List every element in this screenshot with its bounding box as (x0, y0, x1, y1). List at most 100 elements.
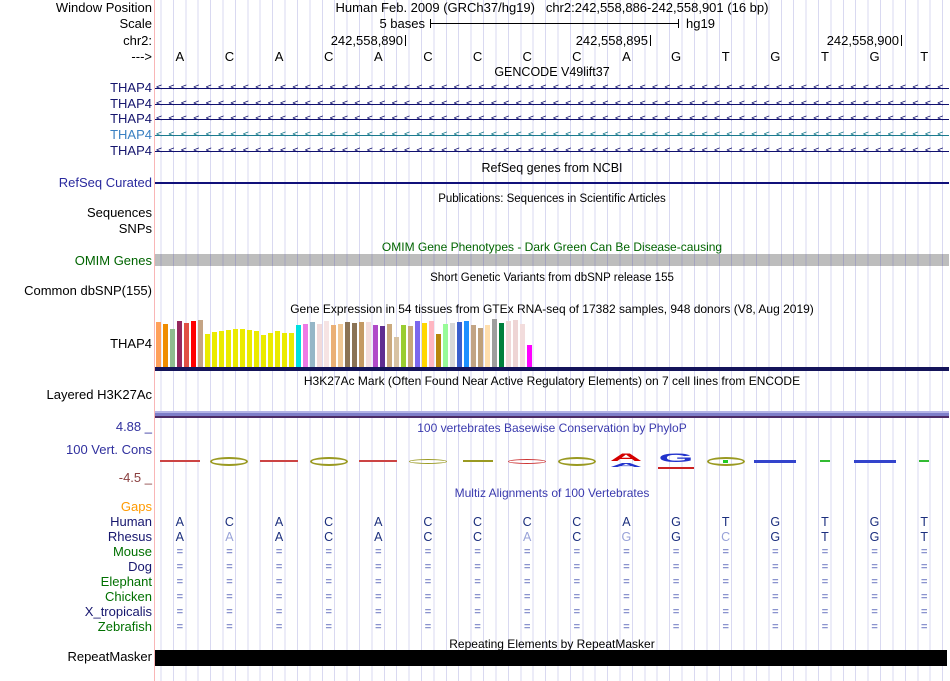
gtex-tissue-bar[interactable] (471, 325, 476, 367)
gtex-tissue-bar[interactable] (401, 325, 406, 367)
phylop-glyph-dash[interactable] (462, 460, 493, 462)
gtex-tissue-bar[interactable] (499, 323, 504, 367)
phylop-glyph-ellipse[interactable] (408, 458, 447, 464)
phylop-glyph-dash[interactable] (159, 460, 200, 462)
track-label-thap4[interactable]: THAP4 (110, 143, 152, 158)
gtex-tissue-bar[interactable] (506, 321, 511, 367)
track-label-100-vert-cons[interactable]: 100 Vert. Cons (66, 442, 152, 457)
gtex-tissue-bar[interactable] (177, 321, 182, 367)
repeatmasker-element-bar[interactable] (155, 650, 947, 666)
track-label-human[interactable]: Human (110, 514, 152, 529)
gtex-tissue-bar[interactable] (527, 345, 532, 367)
track-label-gaps[interactable]: Gaps (120, 499, 152, 514)
phylop-glyph-dash[interactable] (260, 460, 299, 462)
phylop-glyph-ellipse[interactable] (706, 456, 745, 466)
gtex-tissue-bar[interactable] (415, 321, 420, 367)
gtex-tissue-bar[interactable] (352, 323, 357, 367)
gtex-tissue-bar[interactable] (191, 321, 196, 367)
gtex-tissue-bar[interactable] (233, 329, 238, 367)
gtex-tissue-bar[interactable] (513, 320, 518, 367)
track-label-mouse[interactable]: Mouse (112, 544, 152, 559)
gtex-tissue-bar[interactable] (520, 324, 525, 367)
phylop-glyph-dash[interactable] (754, 459, 797, 463)
phylop-glyph-ellipse[interactable] (210, 456, 249, 466)
track-label-thap4[interactable]: THAP4 (110, 127, 152, 142)
phylop-glyph-dash[interactable] (819, 460, 830, 462)
omim-genes-bar[interactable] (155, 254, 949, 266)
phylop-glyph-dash[interactable] (853, 459, 896, 463)
gtex-tissue-bar[interactable] (408, 326, 413, 367)
gtex-tissue-bar[interactable] (205, 334, 210, 367)
phylop-glyph-ellipse[interactable] (557, 456, 596, 466)
track-label-rhesus[interactable]: Rhesus (107, 529, 152, 544)
phylop-glyph-dash[interactable] (919, 460, 930, 462)
gtex-tissue-bar[interactable] (275, 331, 280, 367)
gencode-transcript-thap4-3[interactable]: <<<<<<<<<<<<<<<<<<<<<<<<<<<<<<<<<<<<<<<<… (155, 127, 949, 143)
gtex-tissue-bar[interactable] (443, 324, 448, 367)
gtex-tissue-bar[interactable] (387, 324, 392, 367)
gtex-tissue-bar[interactable] (366, 322, 371, 367)
gtex-tissue-bar[interactable] (324, 321, 329, 367)
gtex-tissue-bar[interactable] (429, 321, 434, 367)
track-label-omim-genes[interactable]: OMIM Genes (74, 253, 152, 268)
gtex-tissue-bar[interactable] (317, 324, 322, 367)
gtex-tissue-bar[interactable] (268, 333, 273, 367)
gtex-tissue-bar[interactable] (464, 321, 469, 367)
gtex-tissue-bar[interactable] (289, 333, 294, 367)
track-label--4-5-[interactable]: -4.5 _ (118, 470, 152, 485)
gtex-tissue-bar[interactable] (282, 333, 287, 367)
gtex-tissue-bar[interactable] (373, 325, 378, 367)
gtex-tissue-bar[interactable] (450, 323, 455, 367)
track-label-repeatmasker[interactable]: RepeatMasker (67, 649, 152, 664)
gtex-tissue-bar[interactable] (163, 324, 168, 367)
gtex-tissue-bar[interactable] (457, 322, 462, 367)
gtex-tissue-bar[interactable] (436, 334, 441, 367)
gtex-tissue-bar[interactable] (492, 319, 497, 367)
gtex-tissue-bar[interactable] (261, 335, 266, 367)
track-label-refseq-curated[interactable]: RefSeq Curated (58, 175, 152, 190)
track-label-x-tropicalis[interactable]: X_tropicalis (84, 604, 152, 619)
phylop-glyph-ellipse[interactable] (508, 458, 547, 464)
track-label-thap4[interactable]: THAP4 (110, 96, 152, 111)
gtex-tissue-bar[interactable] (296, 325, 301, 367)
track-label-chicken[interactable]: Chicken (105, 589, 152, 604)
gtex-tissue-bar[interactable] (478, 328, 483, 367)
track-label-thap4[interactable]: THAP4 (110, 336, 152, 351)
gtex-tissue-bar[interactable] (247, 330, 252, 367)
track-label-thap4[interactable]: THAP4 (110, 80, 152, 95)
gtex-tissue-bar[interactable] (198, 320, 203, 367)
track-label-sequences[interactable]: Sequences (86, 205, 152, 220)
track-label-thap4[interactable]: THAP4 (110, 111, 152, 126)
phylop-glyph-dash[interactable] (359, 460, 398, 462)
gtex-tissue-bar[interactable] (310, 322, 315, 367)
gtex-tissue-bar[interactable] (254, 331, 259, 367)
gtex-tissue-bar[interactable] (170, 329, 175, 367)
h3k27ac-signal-band[interactable] (155, 411, 949, 418)
gtex-tissue-bar[interactable] (394, 337, 399, 367)
gtex-tissue-bar[interactable] (184, 323, 189, 367)
gtex-tissue-bar[interactable] (422, 323, 427, 367)
gencode-transcript-thap4-2[interactable]: <<<<<<<<<<<<<<<<<<<<<<<<<<<<<<<<<<<<<<<<… (155, 111, 949, 127)
gtex-tissue-bar[interactable] (303, 324, 308, 367)
gtex-tissue-bar[interactable] (331, 325, 336, 367)
gtex-tissue-bar[interactable] (240, 329, 245, 367)
gtex-tissue-bar[interactable] (345, 322, 350, 367)
gtex-tissue-bar[interactable] (359, 322, 364, 367)
refseq-curated-line[interactable] (155, 182, 949, 184)
phylop-glyph-letter-g[interactable]: G (658, 451, 694, 466)
gtex-tissue-bar[interactable] (219, 331, 224, 367)
track-label-dog[interactable]: Dog (128, 559, 152, 574)
gtex-tissue-bar[interactable] (485, 325, 490, 367)
track-label-layered-h3k27ac[interactable]: Layered H3K27Ac (46, 387, 152, 402)
track-label-snps[interactable]: SNPs (118, 221, 152, 236)
track-label-common-dbsnp-155-[interactable]: Common dbSNP(155) (24, 283, 152, 298)
track-label-zebrafish[interactable]: Zebrafish (97, 619, 152, 634)
gtex-tissue-bar[interactable] (226, 330, 231, 367)
gtex-tissue-bar[interactable] (338, 324, 343, 367)
gtex-tissue-bar[interactable] (156, 322, 161, 367)
gtex-tissue-bar[interactable] (212, 332, 217, 367)
track-display-area[interactable]: Human Feb. 2009 (GRCh37/hg19) chr2:242,5… (155, 0, 949, 681)
track-label-elephant[interactable]: Elephant (100, 574, 152, 589)
gencode-transcript-thap4-4[interactable]: <<<<<<<<<<<<<<<<<<<<<<<<<<<<<<<<<<<<<<<<… (155, 143, 949, 159)
gtex-tissue-bar[interactable] (380, 326, 385, 367)
